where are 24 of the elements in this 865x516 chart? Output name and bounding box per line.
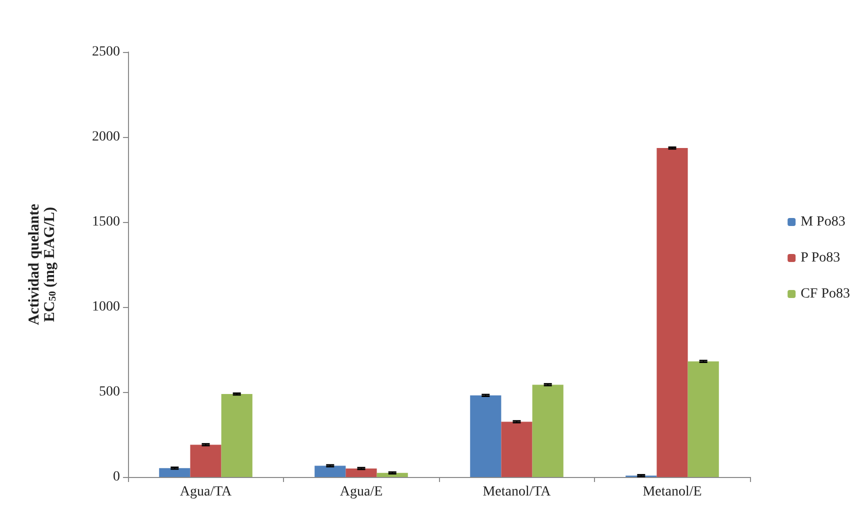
bar bbox=[688, 361, 719, 477]
bar bbox=[501, 422, 532, 477]
y-tick-label: 500 bbox=[99, 384, 120, 400]
y-tick-label: 2000 bbox=[92, 130, 120, 144]
x-tick-label: Agua/TA bbox=[180, 484, 233, 500]
y-tick-label: 0 bbox=[113, 470, 120, 484]
x-tick-label: Metanol/E bbox=[642, 484, 702, 500]
legend-label: P Po83 bbox=[800, 250, 840, 266]
legend-label: CF Po83 bbox=[800, 286, 850, 302]
x-tick-label: Agua/E bbox=[340, 484, 383, 500]
bar bbox=[159, 468, 190, 477]
bar bbox=[221, 394, 252, 477]
y-tick-label: 1000 bbox=[92, 300, 120, 314]
x-tick-label: Metanol/TA bbox=[482, 484, 552, 500]
bar bbox=[376, 472, 408, 477]
y-tick-label: 1500 bbox=[92, 214, 120, 230]
bar bbox=[314, 466, 346, 477]
bar bbox=[532, 384, 564, 477]
bar bbox=[346, 468, 377, 477]
legend-label: M Po83 bbox=[800, 214, 846, 230]
bar bbox=[470, 395, 502, 477]
bar bbox=[190, 444, 222, 477]
bar bbox=[656, 148, 688, 477]
y-tick-label: 2500 bbox=[92, 44, 120, 60]
